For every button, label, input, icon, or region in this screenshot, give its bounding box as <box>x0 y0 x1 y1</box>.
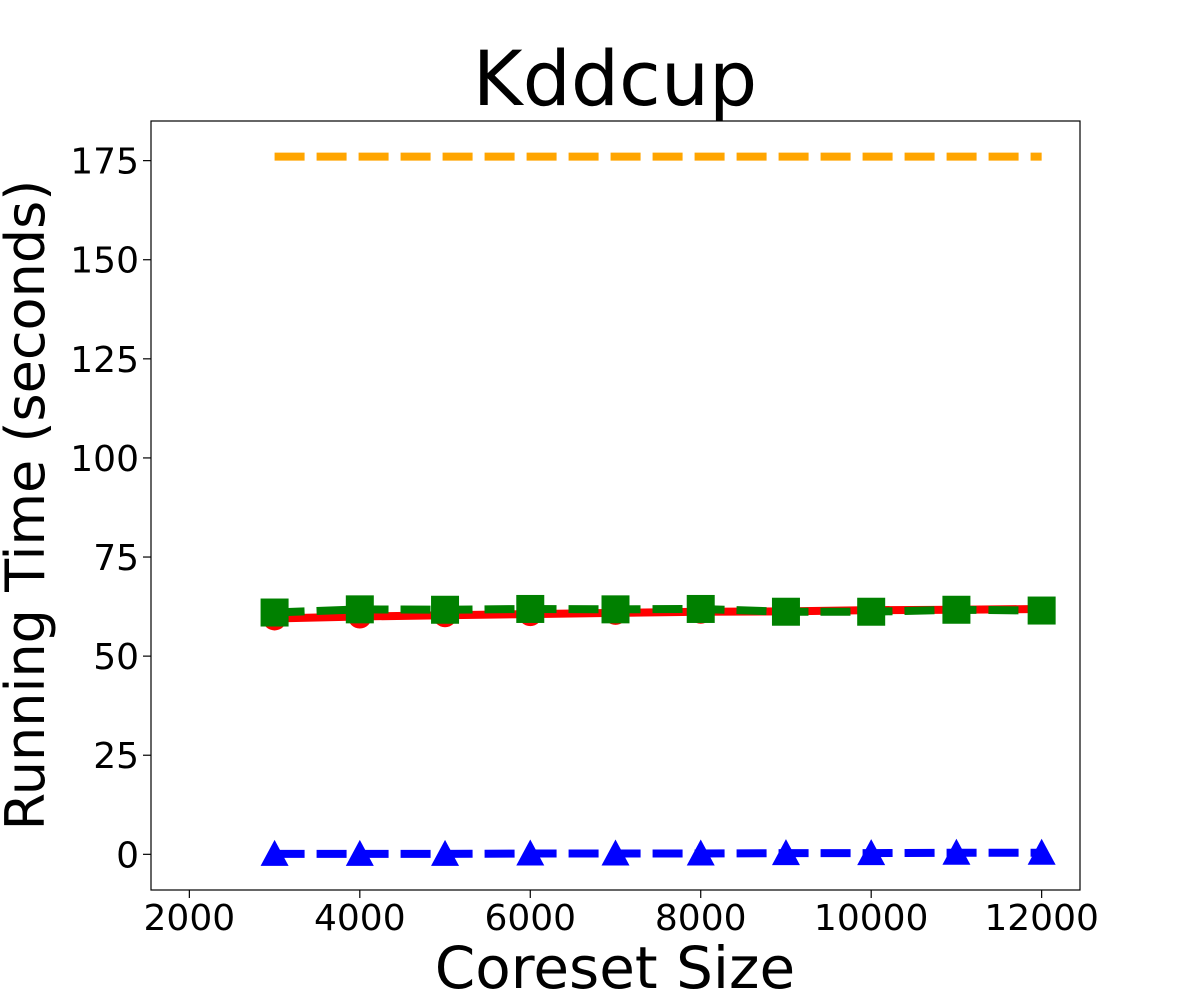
triangle-marker <box>516 839 545 866</box>
square-marker <box>601 595 630 624</box>
square-marker <box>857 597 886 626</box>
y-tick-label: 150 <box>70 241 139 282</box>
x-tick-label: 12000 <box>984 898 1099 939</box>
triangle-marker <box>686 839 715 866</box>
triangle-marker <box>260 839 289 866</box>
triangle-marker <box>345 839 374 866</box>
y-axis: 0 25 50 75 100 125 150 175 <box>70 142 151 876</box>
y-tick-label: 100 <box>70 439 139 480</box>
series-line <box>274 604 1042 617</box>
x-tick-label: 2000 <box>144 898 236 939</box>
series-3 <box>260 838 1056 866</box>
square-marker <box>431 595 460 624</box>
y-axis-label: Running Time (seconds) <box>0 180 57 831</box>
x-tick-label: 6000 <box>484 898 576 939</box>
square-marker <box>516 594 545 623</box>
y-tick-label: 50 <box>93 637 139 678</box>
plot-area <box>260 152 1056 866</box>
triangle-marker <box>857 839 886 866</box>
x-axis-label: Coreset Size <box>435 934 795 1000</box>
series-2 <box>260 594 1056 627</box>
triangle-marker <box>771 839 800 866</box>
y-tick-label: 25 <box>93 736 139 777</box>
series-1 <box>262 596 1054 631</box>
plot-frame <box>150 120 1081 891</box>
square-marker <box>686 594 715 623</box>
square-marker <box>260 598 289 627</box>
chart-title: Kddcup <box>473 34 758 123</box>
series-line <box>274 848 1042 858</box>
x-tick-label: 8000 <box>655 898 747 939</box>
y-tick-label: 175 <box>70 142 139 183</box>
square-marker <box>942 595 971 624</box>
square-marker <box>771 597 800 626</box>
triangle-marker <box>942 838 971 865</box>
x-tick-label: 4000 <box>314 898 406 939</box>
square-marker <box>345 595 374 624</box>
square-marker <box>1027 596 1056 625</box>
y-tick-label: 125 <box>70 340 139 381</box>
x-axis: 2000 4000 6000 8000 10000 12000 <box>144 890 1099 939</box>
triangle-marker <box>1027 838 1056 865</box>
y-tick-label: 0 <box>116 835 139 876</box>
y-tick-label: 75 <box>93 538 139 579</box>
triangle-marker <box>601 839 630 866</box>
x-tick-label: 10000 <box>814 898 929 939</box>
triangle-marker <box>431 839 460 866</box>
